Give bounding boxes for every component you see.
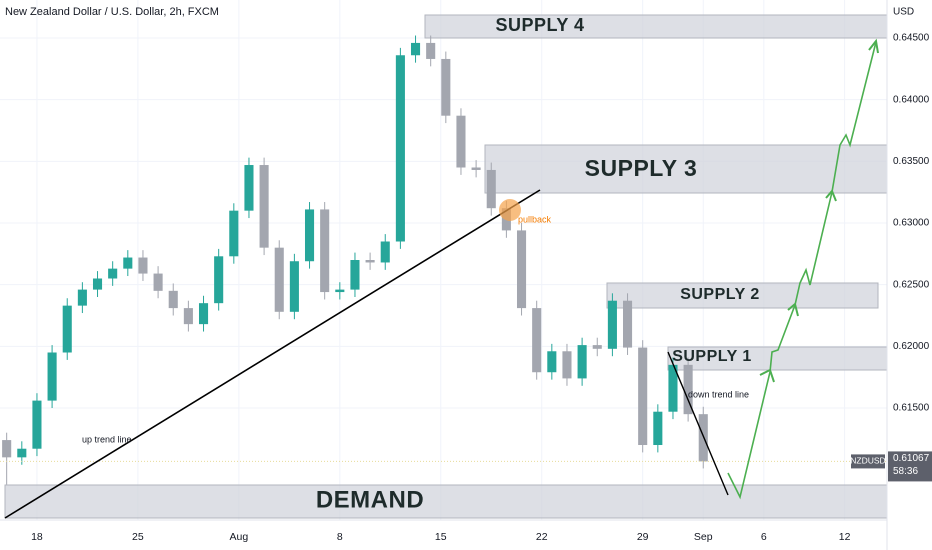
- projection-arrows: [759, 38, 879, 383]
- y-tick-label: 0.62500: [893, 279, 930, 290]
- candle-body: [395, 55, 405, 242]
- x-tick-label: 22: [536, 531, 548, 543]
- x-tick-label: 6: [761, 531, 767, 543]
- candle-body: [274, 247, 284, 312]
- x-tick-label: 18: [31, 531, 43, 543]
- y-tick-label: 0.62000: [893, 341, 930, 352]
- candle-body: [335, 289, 345, 293]
- candle-body: [168, 290, 178, 309]
- candle-body: [92, 278, 103, 290]
- candle-body: [456, 115, 466, 168]
- annotation: up trend line: [82, 434, 132, 444]
- candle-body: [304, 209, 315, 262]
- axes: 0.61500 0.62000 0.62500 0.63000 0.63500 0.640…: [31, 33, 932, 543]
- candle-body: [62, 305, 72, 353]
- candle-body: [638, 347, 648, 446]
- down-trend-line: [667, 351, 729, 496]
- candle-body: [577, 345, 587, 379]
- candle-body: [532, 308, 542, 373]
- x-tick-label: 29: [637, 531, 649, 543]
- candle-body: [108, 268, 118, 279]
- candle-body: [198, 303, 209, 325]
- symbol-badge: [851, 454, 885, 469]
- up-trend-line: [4, 189, 541, 519]
- x-tick-label: Sep: [694, 531, 713, 543]
- supply-zone: [484, 144, 888, 194]
- candle-body: [592, 345, 602, 349]
- candle-body: [259, 165, 269, 248]
- candle-body: [441, 58, 451, 116]
- countdown-label: 58:36: [893, 466, 918, 477]
- demand-zone: [4, 484, 888, 519]
- candles: [0, 35, 887, 485]
- candle-body: [2, 440, 12, 458]
- candle-body: [547, 351, 557, 373]
- candle-body: [607, 300, 617, 349]
- candle-body: [622, 300, 633, 348]
- candle-body: [683, 364, 693, 415]
- x-tick-label: 25: [132, 531, 144, 543]
- zone-label: SUPPLY 1: [672, 348, 752, 365]
- y-tick-label: 0.61500: [893, 403, 930, 414]
- y-tick-label: 0.63500: [893, 156, 930, 167]
- candle-body: [350, 260, 360, 290]
- candle-body: [183, 308, 193, 325]
- candle-body: [77, 289, 87, 306]
- candle-body: [17, 448, 27, 458]
- pullback-marker: [499, 199, 521, 221]
- last-price-badge: [888, 451, 932, 482]
- candle-body: [153, 273, 163, 291]
- zone-label: SUPPLY 3: [585, 155, 698, 181]
- candle-body: [138, 257, 148, 274]
- candle-body: [516, 230, 527, 309]
- zone-label: DEMAND: [316, 486, 424, 513]
- candle-body: [653, 411, 663, 446]
- x-tick-label: 15: [435, 531, 447, 543]
- candle-body: [562, 351, 572, 379]
- candle-body: [47, 352, 57, 401]
- candle-body: [486, 169, 496, 209]
- projection-path: [727, 41, 877, 500]
- candle-body: [320, 209, 330, 293]
- candle-body: [229, 210, 239, 257]
- x-tick-label: Aug: [230, 531, 249, 543]
- symbol-label: NZDUSD: [850, 456, 885, 466]
- y-tick-label: 0.63000: [893, 218, 930, 229]
- annotation: down trend line: [688, 389, 749, 399]
- zone-label: SUPPLY 2: [680, 286, 760, 303]
- currency-label: USD: [893, 7, 914, 18]
- candle-body: [426, 42, 436, 59]
- zone-label: SUPPLY 4: [495, 15, 584, 35]
- candle-body: [123, 257, 133, 269]
- y-tick-label: 0.64000: [893, 94, 930, 105]
- candle-body: [214, 256, 224, 304]
- supply-zone: [606, 282, 879, 309]
- annotation: pullback: [518, 214, 552, 224]
- last-price-label: 0.61067: [893, 453, 930, 464]
- x-tick-label: 12: [839, 531, 851, 543]
- chart-title: New Zealand Dollar / U.S. Dollar, 2h, FX…: [5, 6, 219, 18]
- candle-body: [365, 260, 375, 263]
- candle-body: [244, 165, 254, 211]
- candle-body: [289, 261, 299, 312]
- supply-zone: [424, 14, 888, 39]
- candle-body: [410, 42, 421, 56]
- candle-body: [32, 400, 42, 449]
- candle-body: [380, 241, 390, 263]
- x-tick-label: 8: [337, 531, 343, 543]
- candle-body: [471, 167, 481, 170]
- y-tick-label: 0.64500: [893, 33, 930, 44]
- candle-body: [668, 364, 678, 412]
